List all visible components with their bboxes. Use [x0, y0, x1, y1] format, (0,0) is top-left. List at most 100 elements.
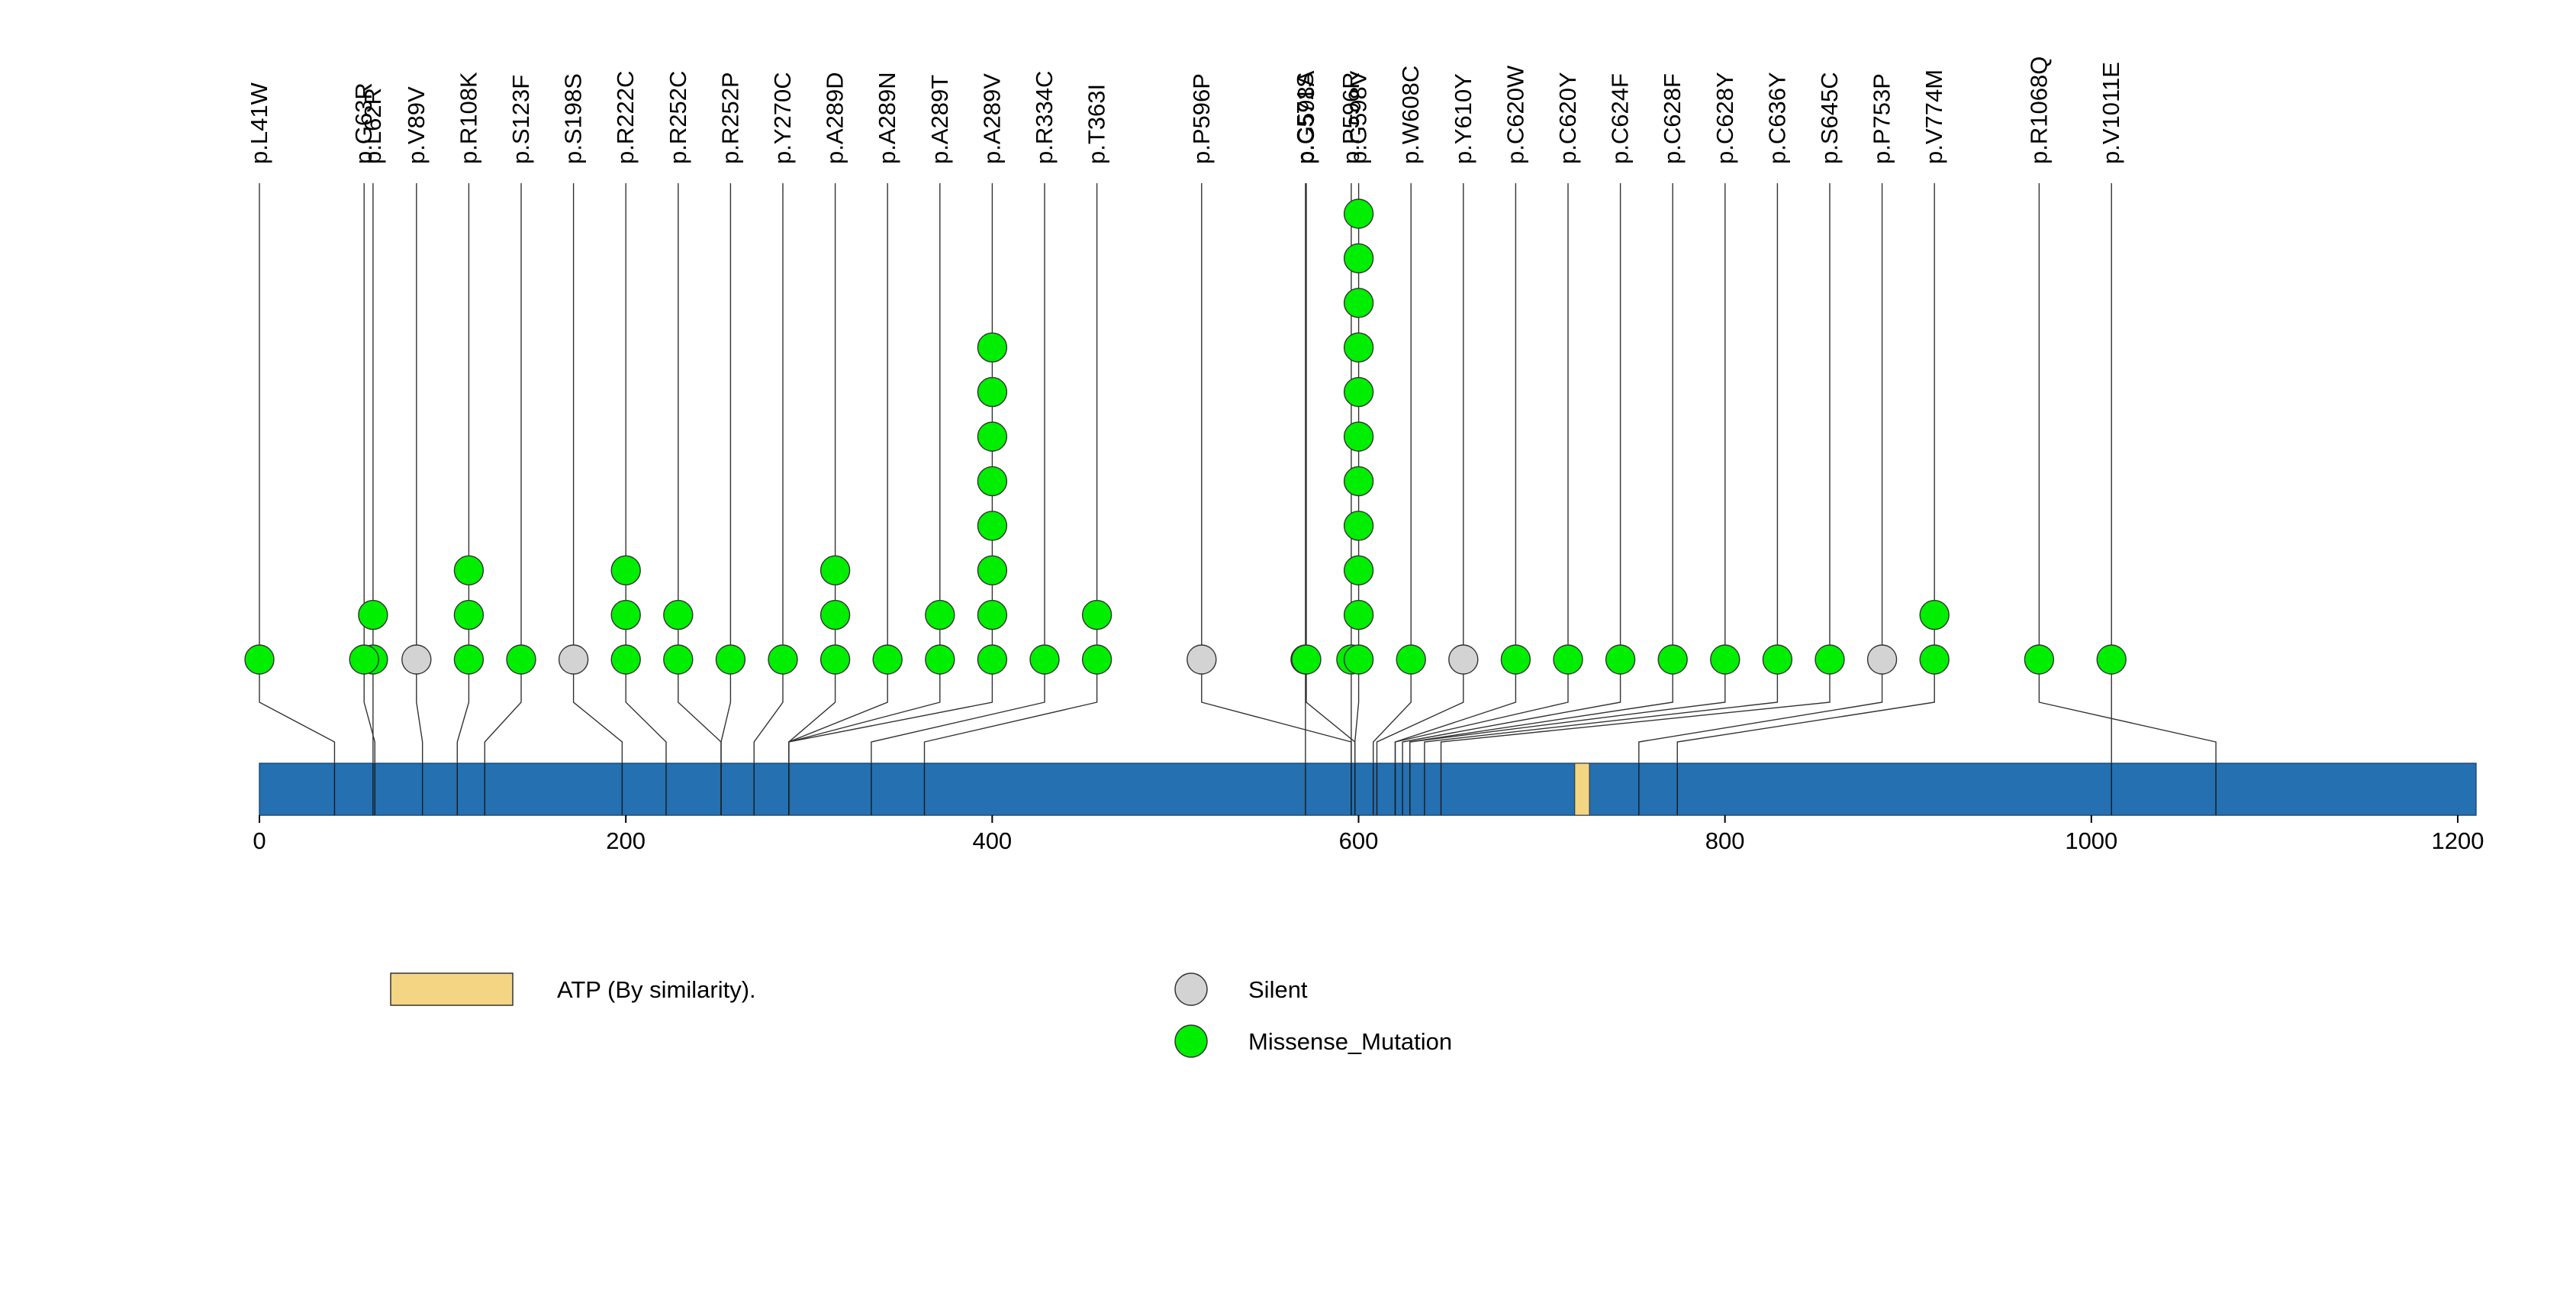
point-p.G598V-2 — [1343, 599, 1374, 630]
label-p.R222C: p.R222C — [612, 71, 639, 164]
label-p.R108K: p.R108K — [455, 72, 481, 164]
point-p.A289T-2 — [925, 599, 955, 630]
point-p.W608C-1 — [1396, 644, 1426, 675]
point-p.G598V-3 — [1343, 555, 1374, 585]
label-p.V774M: p.V774M — [1921, 69, 1947, 164]
label-p.P596R: p.P596R — [1338, 72, 1364, 164]
point-p.R108K-3 — [453, 555, 485, 585]
x-tick-label-0: 0 — [253, 827, 266, 854]
label-p.C620Y: p.C620Y — [1554, 72, 1581, 164]
point-p.V89V-1 — [401, 644, 432, 675]
x-tick-label-600: 600 — [1339, 827, 1379, 854]
label-p.L62R: p.L62R — [359, 88, 386, 164]
point-p.G63R-1 — [349, 644, 379, 675]
point-p.A289V-7 — [977, 376, 1008, 408]
label-p.P596P: p.P596P — [1188, 73, 1215, 164]
point-p.V774M-2 — [1919, 599, 1950, 630]
point-p.A289D-2 — [819, 599, 851, 630]
point-p.Y610Y-1 — [1448, 644, 1479, 675]
point-p.A289V-4 — [977, 511, 1008, 541]
point-p.A289V-3 — [977, 555, 1008, 585]
point-p.A289N-1 — [872, 644, 903, 675]
label-p.S198S: p.S198S — [560, 73, 587, 164]
point-p.L41W-1 — [244, 644, 275, 675]
label-p.W608C: p.W608C — [1397, 66, 1424, 164]
point-p.R222C-3 — [610, 555, 641, 585]
point-p.C628F-1 — [1657, 644, 1688, 675]
point-p.R1068Q-1 — [2024, 644, 2055, 675]
point-p.T363I-2 — [1081, 599, 1113, 630]
label-p.S645C: p.S645C — [1816, 72, 1843, 164]
label-p.C620W: p.C620W — [1502, 65, 1528, 164]
legend-label-domain-0: ATP (By similarity). — [557, 976, 756, 1003]
point-p.L62R-2 — [358, 599, 388, 630]
point-p.G598V-10 — [1343, 243, 1374, 274]
point-p.R334C-1 — [1029, 644, 1060, 675]
label-p.G598V: p.G598V — [1345, 70, 1372, 164]
label-p.C624F: p.C624F — [1607, 73, 1634, 164]
label-p.S123F: p.S123F — [507, 75, 534, 164]
point-p.G598V-4 — [1343, 511, 1374, 541]
legend-label-silent: Silent — [1248, 976, 1308, 1003]
point-p.G598V-1 — [1343, 644, 1374, 675]
point-p.S198S-1 — [558, 644, 589, 675]
label-p.R252C: p.R252C — [665, 71, 691, 164]
point-p.S645C-1 — [1814, 644, 1845, 675]
x-tick-label-200: 200 — [606, 827, 646, 854]
x-tick-label-400: 400 — [972, 827, 1012, 854]
label-p.R334C: p.R334C — [1031, 71, 1058, 164]
label-p.G598A: p.G598A — [1293, 70, 1319, 164]
point-p.R108K-2 — [453, 599, 485, 630]
point-p.T363I-1 — [1081, 644, 1113, 675]
label-p.T363I: p.T363I — [1084, 84, 1110, 164]
point-p.C620W-1 — [1500, 644, 1531, 675]
point-p.G598V-5 — [1343, 466, 1374, 497]
label-p.A289D: p.A289D — [822, 72, 848, 164]
point-p.Y270C-1 — [768, 644, 798, 675]
point-p.G598V-9 — [1343, 288, 1374, 318]
point-p.A289D-1 — [819, 644, 851, 675]
label-p.C571S: p.C571S — [1292, 72, 1319, 164]
point-p.P596P-1 — [1187, 644, 1217, 675]
x-tick-label-800: 800 — [1705, 827, 1745, 854]
label-p.C636Y: p.C636Y — [1763, 72, 1790, 164]
label-p.Y610Y: p.Y610Y — [1450, 73, 1476, 164]
point-p.V774M-1 — [1919, 644, 1950, 675]
point-p.C620Y-1 — [1553, 644, 1583, 675]
point-p.A289V-1 — [977, 644, 1008, 675]
x-axis: 0 200 400 600 800 1000 1200 — [253, 815, 2484, 854]
label-p.A289V: p.A289V — [978, 73, 1005, 164]
point-p.A289D-3 — [819, 555, 851, 585]
label-p.A289N: p.A289N — [874, 72, 900, 164]
label-p.G63R: p.G63R — [350, 82, 377, 164]
protein-track — [259, 763, 2477, 816]
domain-0 — [1574, 763, 1590, 816]
label-p.R1068Q: p.R1068Q — [2025, 56, 2052, 164]
point-p.R252C-1 — [663, 644, 694, 675]
label-p.Y270C: p.Y270C — [769, 72, 796, 164]
legend-swatch-domain-0 — [390, 972, 514, 1006]
point-p.G598A-1 — [1291, 644, 1322, 675]
label-p.C628Y: p.C628Y — [1711, 72, 1738, 164]
x-tick-label-1000: 1000 — [2065, 827, 2117, 854]
protein-backbone — [259, 763, 2477, 816]
lollipop-sticks — [259, 183, 2112, 660]
point-p.A289V-2 — [977, 599, 1008, 630]
point-p.G598V-7 — [1343, 376, 1374, 408]
label-p.V89V: p.V89V — [403, 86, 430, 164]
label-p.V1011E: p.V1011E — [2098, 62, 2124, 164]
legend-swatch-missense — [1174, 1024, 1208, 1058]
legend: ATP (By similarity). Silent Missense_Mutat… — [390, 972, 1452, 1058]
point-p.R108K-1 — [453, 644, 485, 675]
point-p.V1011E-1 — [2096, 644, 2127, 675]
point-p.C636Y-1 — [1762, 644, 1793, 675]
point-p.A289T-1 — [925, 644, 955, 675]
label-p.C628F: p.C628F — [1659, 73, 1686, 164]
point-p.S123F-1 — [506, 644, 536, 675]
label-p.P753P: p.P753P — [1869, 73, 1895, 164]
point-p.C628Y-1 — [1710, 644, 1740, 675]
point-p.A289V-6 — [977, 421, 1008, 452]
point-p.G598V-6 — [1343, 421, 1374, 452]
